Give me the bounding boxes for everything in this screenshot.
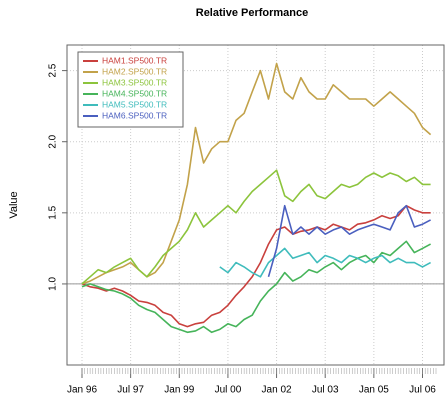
y-tick-label: 1.5 [48,205,59,219]
legend-label: HAM1.SP500.TR [102,55,167,65]
series-line [81,169,431,285]
y-axis-label: Value [8,191,20,218]
plot-frame [66,44,445,366]
legend-label: HAM3.SP500.TR [102,77,167,87]
lines [81,62,432,334]
x-tick-label: Jul 00 [215,385,242,396]
series-line [219,247,431,278]
y-tick-label: 2.5 [48,63,59,77]
x-tick-label: Jan 99 [164,385,194,396]
y-tick-label: 2.0 [48,134,59,148]
legend: HAM1.SP500.TRHAM2.SP500.TRHAM3.SP500.TRH… [77,51,184,128]
x-tick-label: Jan 05 [359,385,389,396]
legend-label: HAM6.SP500.TR [102,110,167,120]
x-tick-label: Jan 96 [67,385,97,396]
series-line [81,240,431,334]
series-line [81,204,431,328]
legend-label: HAM4.SP500.TR [102,88,167,98]
legend-label: HAM2.SP500.TR [102,66,167,76]
x-tick-label: Jul 03 [312,385,339,396]
legend-label: HAM5.SP500.TR [102,99,167,109]
x-tick-label: Jul 06 [409,385,436,396]
y-tick-label: 1.0 [48,277,59,291]
chart-title: Relative Performance [196,7,309,19]
series-line [267,204,431,278]
x-tick-label: Jan 02 [262,385,292,396]
x-tick-label: Jul 97 [117,385,144,396]
axes: 1.0 1.5 2.0 2.5 Jan 96 Jul 97 Jan 99 Jul 00 Jan … [48,63,437,395]
legend-box [77,51,184,128]
